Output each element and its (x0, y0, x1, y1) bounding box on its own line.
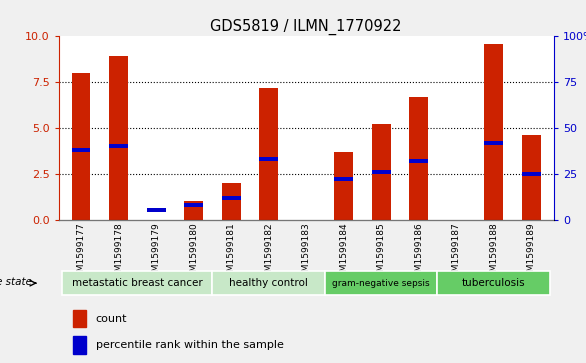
Bar (212, 271, 325, 295)
Text: GSM1599181: GSM1599181 (227, 222, 236, 283)
Bar (259, 157, 278, 161)
Text: healthy control: healthy control (229, 278, 308, 288)
Text: GSM1599178: GSM1599178 (114, 222, 123, 283)
Bar (438, 271, 550, 295)
Bar (73, 337, 86, 354)
Bar (222, 196, 240, 200)
Bar (410, 159, 428, 163)
Text: GSM1599179: GSM1599179 (152, 222, 161, 283)
Text: GSM1599189: GSM1599189 (527, 222, 536, 283)
Text: gram-negative sepsis: gram-negative sepsis (332, 279, 430, 287)
Bar (109, 57, 128, 220)
Text: GSM1599184: GSM1599184 (339, 222, 348, 283)
Bar (73, 310, 86, 327)
Bar (410, 97, 428, 220)
Text: GSM1599180: GSM1599180 (189, 222, 198, 283)
Title: GDS5819 / ILMN_1770922: GDS5819 / ILMN_1770922 (210, 19, 402, 35)
Text: GSM1599186: GSM1599186 (414, 222, 423, 283)
Text: metastatic breast cancer: metastatic breast cancer (72, 278, 203, 288)
Bar (146, 208, 165, 212)
Text: GSM1599182: GSM1599182 (264, 222, 273, 283)
Text: percentile rank within the sample: percentile rank within the sample (96, 340, 284, 350)
Bar (335, 152, 353, 220)
Bar (259, 87, 278, 220)
Bar (372, 170, 391, 174)
Bar (335, 177, 353, 181)
Text: GSM1599183: GSM1599183 (302, 222, 311, 283)
Text: GSM1599188: GSM1599188 (489, 222, 498, 283)
Bar (325, 271, 438, 295)
Bar (522, 172, 541, 176)
Bar (222, 183, 240, 220)
Text: GSM1599185: GSM1599185 (377, 222, 386, 283)
Bar (62, 271, 212, 295)
Text: GSM1599187: GSM1599187 (452, 222, 461, 283)
Text: count: count (96, 314, 127, 323)
Text: tuberculosis: tuberculosis (462, 278, 526, 288)
Bar (522, 135, 541, 220)
Bar (372, 124, 391, 220)
Bar (184, 201, 203, 220)
Bar (71, 73, 90, 220)
Text: GSM1599177: GSM1599177 (77, 222, 86, 283)
Text: disease state: disease state (0, 277, 32, 287)
Bar (485, 140, 503, 144)
Bar (71, 148, 90, 152)
Bar (109, 144, 128, 148)
Bar (485, 44, 503, 220)
Bar (184, 203, 203, 207)
